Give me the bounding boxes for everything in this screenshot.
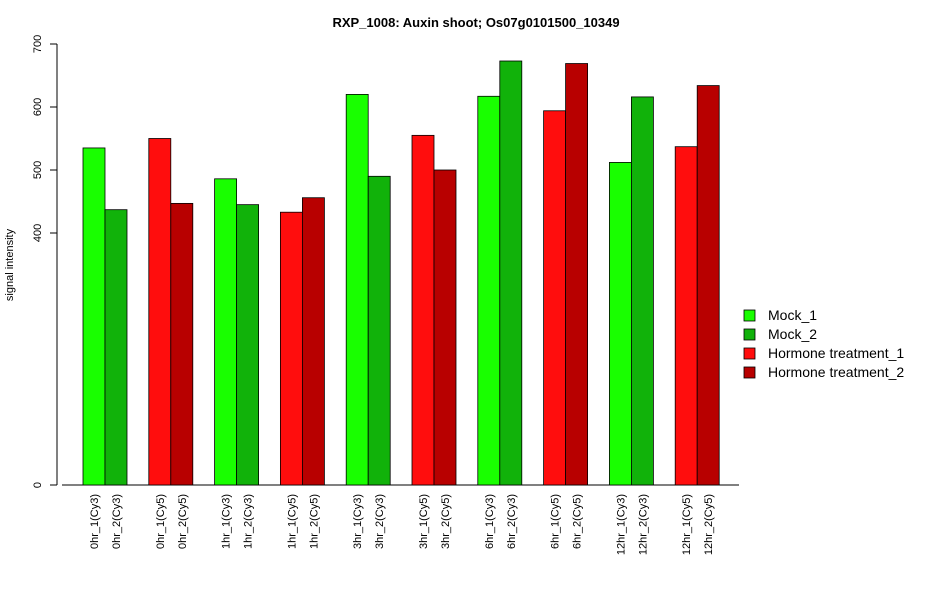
x-tick-label: 0hr_2(Cy5) [177,494,189,549]
bars-group [82,60,720,486]
x-tick-label: 1hr_1(Cy5) [286,494,298,549]
x-tick-label: 3hr_2(Cy5) [440,494,452,549]
bar [631,96,654,486]
bar [367,175,391,486]
bar [236,204,260,486]
bar [477,95,501,486]
legend-swatch [743,309,756,322]
legend-swatch [743,366,756,379]
x-tick-label: 12hr_1(Cy5) [681,494,693,555]
bar [214,178,238,486]
x-tick-label: 1hr_1(Cy3) [221,494,233,549]
x-tick-label: 0hr_2(Cy3) [111,494,123,549]
x-tick-label: 6hr_2(Cy5) [572,494,584,549]
y-tick-label: 700 [32,35,44,53]
bar [696,85,720,486]
bar [301,197,325,486]
bar [499,60,523,486]
legend-label: Mock_1 [768,307,817,323]
y-axis: 0 400 500 600 700 [32,35,58,488]
x-tick-label: 3hr_1(Cy5) [418,494,430,549]
legend-label: Mock_2 [768,326,817,342]
legend-label: Hormone treatment_1 [768,345,904,361]
y-axis-label: signal intensity [4,228,16,301]
x-tick-label: 1hr_2(Cy3) [243,494,255,549]
bar [543,110,566,486]
bar [345,94,369,486]
bar [148,138,172,486]
x-tick-label: 0hr_1(Cy3) [89,494,101,549]
chart-title: RXP_1008: Auxin shoot; Os07g0101500_1034… [332,15,619,30]
y-tick-label: 0 [32,482,44,488]
x-tick-labels: 0hr_1(Cy3) 0hr_2(Cy3) 0hr_1(Cy5) 0hr_2(Cy5)… [89,494,715,555]
x-tick-label: 6hr_2(Cy3) [506,494,518,549]
x-tick-label: 1hr_2(Cy5) [308,494,320,549]
bar [104,209,128,486]
x-tick-label: 3hr_1(Cy3) [352,494,364,549]
legend-swatch [743,328,756,341]
bar [565,63,588,486]
y-tick-label: 600 [32,98,44,116]
legend-swatch [743,347,756,360]
bar [433,169,457,486]
bar [279,211,303,486]
bar [674,146,698,486]
legend-label: Hormone treatment_2 [768,364,904,380]
bar [82,147,106,486]
x-tick-label: 6hr_1(Cy5) [550,494,562,549]
y-tick-label: 400 [32,224,44,242]
x-tick-label: 12hr_1(Cy3) [615,494,627,555]
x-tick-label: 3hr_2(Cy3) [374,494,386,549]
legend: Mock_1 Mock_2 Hormone treatment_1 Hormone t… [743,307,904,380]
x-tick-label: 6hr_1(Cy3) [484,494,496,549]
x-tick-label: 12hr_2(Cy3) [637,494,649,555]
x-tick-label: 0hr_1(Cy5) [155,494,167,549]
y-tick-label: 500 [32,161,44,179]
bar [170,202,194,486]
x-tick-label: 12hr_2(Cy5) [703,494,715,555]
bar [609,162,632,486]
bar [411,134,435,486]
